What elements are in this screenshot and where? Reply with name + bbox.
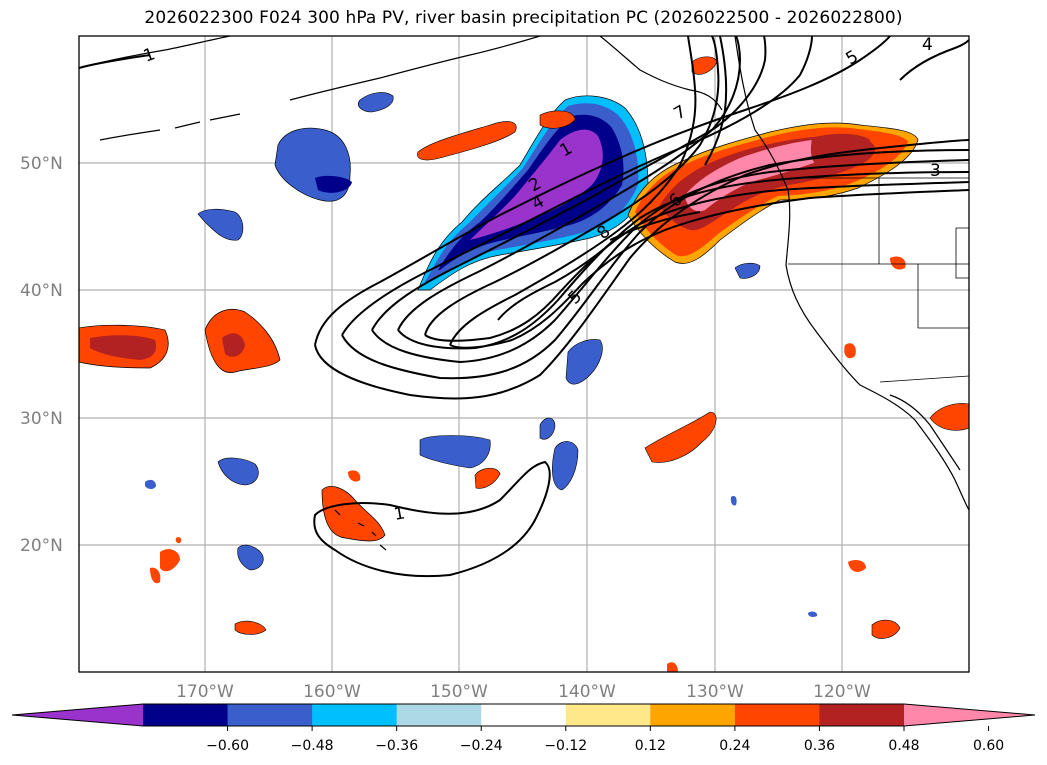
colorbar-tick-label: −0.12: [544, 738, 587, 754]
lat-label: 20°N: [20, 536, 63, 556]
colorbar-segment: [143, 704, 229, 726]
colorbar-segment: [312, 704, 398, 726]
colorbar-tick-label: 0.24: [719, 738, 750, 754]
colorbar-tick-label: 0.48: [888, 738, 919, 754]
colorbar-segment: [734, 704, 820, 726]
latitude-labels: 50°N 40°N 30°N 20°N: [20, 154, 63, 556]
colorbar-tick-label: −0.36: [375, 738, 418, 754]
map-title: 2026022300 F024 300 hPa PV, river basin …: [144, 8, 903, 28]
colorbar-tick-label: −0.24: [460, 738, 503, 754]
contour-label: 4: [922, 35, 933, 55]
colorbar-segment: [227, 704, 313, 726]
contour-label: 1: [392, 503, 406, 525]
longitude-labels: 170°W 160°W 150°W 140°W 130°W 120°W: [176, 682, 871, 702]
colorbar-tick-label: 0.12: [635, 738, 666, 754]
colorbar-segment: [396, 704, 482, 726]
lon-label: 160°W: [303, 682, 361, 702]
contour-label: 5: [843, 47, 862, 70]
colorbar-tick-label: 0.60: [973, 738, 1004, 754]
colorbar-extend-min: [12, 704, 143, 726]
lon-label: 170°W: [176, 682, 234, 702]
colorbar: −0.60 −0.48 −0.36 −0.24 −0.12 0.12 0.24 0.36 0.4…: [11, 703, 1036, 754]
lat-label: 30°N: [20, 409, 63, 429]
colorbar-segment: [650, 704, 736, 726]
colorbar-segment: [481, 704, 567, 726]
contour-label: 3: [930, 161, 941, 181]
contour-label: 7: [671, 102, 690, 125]
colorbar-extend-max: [904, 704, 1035, 726]
colorbar-tick-label: −0.60: [206, 738, 249, 754]
lon-label: 120°W: [813, 682, 871, 702]
positive-precip-patches: [79, 56, 969, 672]
colorbar-tick-label: −0.48: [291, 738, 334, 754]
lat-label: 40°N: [20, 281, 63, 301]
lat-label: 50°N: [20, 154, 63, 174]
colorbar-tick-label: 0.36: [804, 738, 835, 754]
lon-label: 140°W: [558, 682, 616, 702]
lon-label: 130°W: [686, 682, 744, 702]
plot-frame: [78, 35, 970, 673]
coastlines: [79, 36, 969, 551]
colorbar-outline: [11, 703, 1036, 727]
lon-label: 150°W: [430, 682, 488, 702]
colorbar-segment: [565, 704, 651, 726]
colorbar-segment: [819, 704, 905, 726]
borders: [788, 177, 969, 383]
contour-label: 1: [141, 44, 158, 66]
pv-contours: [79, 36, 969, 578]
